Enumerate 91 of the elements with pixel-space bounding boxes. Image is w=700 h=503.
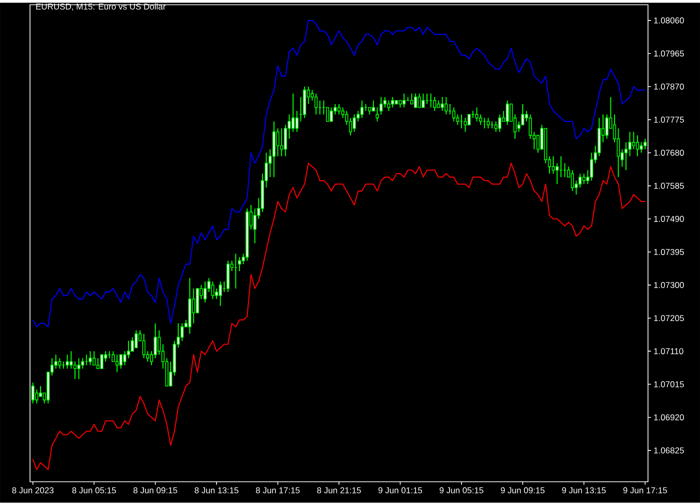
candlestick xyxy=(556,162,559,185)
candlestick xyxy=(410,93,414,105)
candlestick xyxy=(88,350,92,366)
candlestick xyxy=(422,93,425,108)
x-tick-label: 8 Jun 21:15 xyxy=(317,487,361,494)
candlestick xyxy=(440,96,444,112)
x-tick-label: 9 Jun 13:15 xyxy=(562,487,606,494)
candlestick xyxy=(570,170,574,192)
candlestick xyxy=(70,350,73,370)
candlestick xyxy=(387,100,390,112)
candlestick xyxy=(92,350,96,366)
candlestick xyxy=(38,386,42,398)
y-tick-label: 1.07870 xyxy=(654,84,684,90)
candlestick xyxy=(486,118,490,129)
candlestick xyxy=(391,96,394,108)
candlestick xyxy=(215,288,218,300)
candlestick xyxy=(276,128,280,157)
candlestick xyxy=(154,322,157,359)
candlestick xyxy=(383,96,386,108)
candlestick xyxy=(414,93,418,108)
candlestick xyxy=(590,152,594,182)
candlestick xyxy=(130,336,134,352)
candlestick xyxy=(552,156,555,174)
y-tick-label: 1.07015 xyxy=(654,381,684,388)
y-tick-label: 1.08060 xyxy=(654,18,684,24)
candlestick xyxy=(238,256,242,272)
y-tick-label: 1.07965 xyxy=(654,50,684,57)
candlestick xyxy=(433,96,436,112)
y-tick-label: 1.07490 xyxy=(654,216,684,222)
x-tick-label: 8 Jun 05:15 xyxy=(72,487,116,494)
y-tick-label: 1.07110 xyxy=(654,348,684,354)
candlestick xyxy=(326,107,330,122)
candlestick xyxy=(636,134,640,157)
x-tick-label: 8 Jun 17:15 xyxy=(256,487,300,494)
candlestick xyxy=(616,128,620,178)
candlestick xyxy=(402,93,406,108)
candlestick xyxy=(280,128,284,157)
candlestick xyxy=(77,358,80,380)
candlestick xyxy=(54,354,58,370)
x-tick-label: 9 Jun 17:15 xyxy=(623,487,667,494)
candlestick xyxy=(452,107,456,122)
candlestick xyxy=(142,333,146,359)
candlestick xyxy=(582,173,586,185)
candlestick xyxy=(372,100,375,112)
candlestick xyxy=(96,358,100,370)
x-tick-label: 9 Jun 09:15 xyxy=(500,487,545,494)
candlestick xyxy=(126,340,130,359)
y-tick-label: 1.07300 xyxy=(654,282,684,288)
candlestick xyxy=(352,114,356,132)
candlestick xyxy=(58,358,62,370)
x-tick-label: 8 Jun 13:15 xyxy=(194,487,238,494)
candlestick xyxy=(35,389,38,404)
candlestick xyxy=(134,330,138,348)
candlestick xyxy=(100,354,104,370)
candlestick xyxy=(464,118,467,132)
candlestick xyxy=(337,104,341,116)
candlestick xyxy=(284,124,287,157)
candlestick xyxy=(418,93,421,108)
candlestick xyxy=(494,121,498,132)
candlestick xyxy=(624,142,628,171)
x-tick-label: 8 Jun 09:15 xyxy=(133,487,178,494)
candlestick xyxy=(211,281,214,300)
candlestick xyxy=(628,131,632,157)
candlestick xyxy=(204,281,207,304)
y-tick-label: 1.06920 xyxy=(654,414,684,420)
candlestick xyxy=(73,361,77,380)
candlestick xyxy=(192,288,196,324)
candlestick xyxy=(314,93,318,116)
candlestick xyxy=(605,114,608,140)
y-tick-label: 1.07680 xyxy=(654,150,684,156)
y-tick-label: 1.06825 xyxy=(654,448,684,454)
candlestick xyxy=(506,100,509,126)
candlestick xyxy=(632,131,636,150)
candlestick xyxy=(475,107,478,122)
candlestick xyxy=(360,100,364,119)
candlestick xyxy=(498,114,502,132)
candlestick xyxy=(444,96,448,116)
x-tick-label: 8 Jun 2023 xyxy=(12,487,54,494)
y-tick-label: 1.07585 xyxy=(654,182,684,189)
x-tick-label: 9 Jun 01:15 xyxy=(378,487,422,494)
y-tick-label: 1.07395 xyxy=(654,249,684,256)
y-tick-label: 1.07205 xyxy=(654,315,684,322)
candlestick xyxy=(348,118,352,136)
candlestick xyxy=(66,354,69,370)
candlestick xyxy=(116,354,119,373)
x-tick-label: 9 Jun 05:15 xyxy=(440,487,484,494)
candlestick xyxy=(119,354,122,370)
candlestick xyxy=(640,142,643,154)
candlestick xyxy=(330,107,333,122)
y-tick-label: 1.07775 xyxy=(654,116,684,123)
candlestick xyxy=(218,281,222,307)
